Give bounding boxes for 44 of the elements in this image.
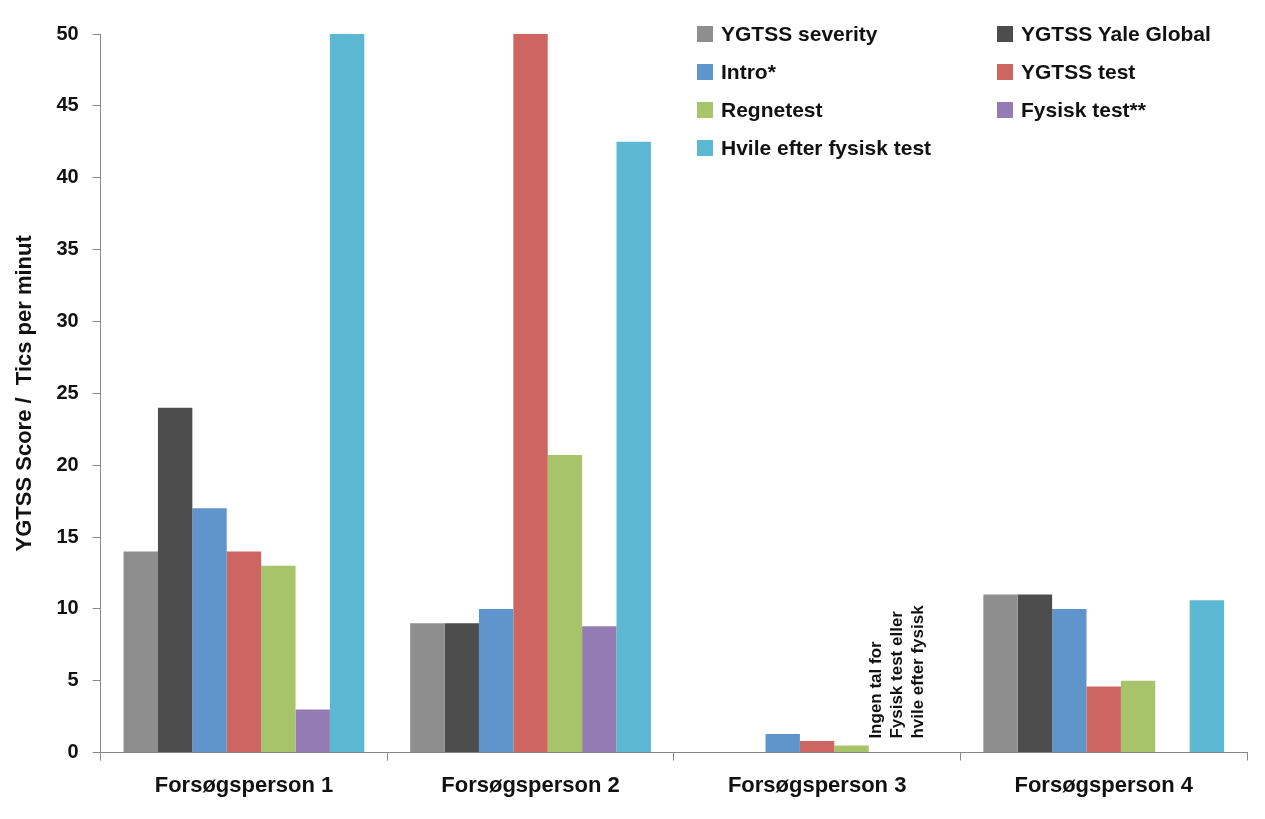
bar bbox=[226, 551, 262, 753]
bar bbox=[329, 34, 365, 753]
legend-label: YGTSS test bbox=[1021, 60, 1136, 84]
y-tick-label: 0 bbox=[67, 740, 79, 763]
bar bbox=[1052, 608, 1087, 753]
y-tick-label: 35 bbox=[56, 237, 79, 260]
y-tick-label: 25 bbox=[56, 380, 79, 403]
bar bbox=[1120, 680, 1156, 753]
bar bbox=[582, 626, 617, 753]
y-tick-label: 5 bbox=[67, 668, 79, 691]
bar bbox=[192, 508, 227, 753]
y-tick-label: 40 bbox=[56, 165, 79, 188]
bar bbox=[765, 733, 800, 753]
y-axis-title: YGTSS Score / Tics per minut bbox=[11, 234, 37, 552]
bar bbox=[444, 623, 479, 753]
y-tick-label: 30 bbox=[56, 308, 79, 331]
bar bbox=[1017, 594, 1053, 753]
y-tick-label: 15 bbox=[56, 524, 79, 547]
bar bbox=[616, 141, 651, 753]
annotation: Ingen tal for Fysisk test eller hvile efter fysisk bbox=[866, 604, 928, 739]
bar bbox=[1189, 600, 1225, 753]
legend-label: Intro* bbox=[721, 60, 776, 84]
x-tick-label: Forsøgsperson 1 bbox=[154, 771, 334, 797]
bar bbox=[478, 608, 514, 753]
legend-label: YGTSS severity bbox=[721, 22, 878, 46]
y-tick-label: 45 bbox=[56, 93, 79, 116]
x-tick-label: Forsøgsperson 2 bbox=[441, 771, 620, 797]
legend-label: YGTSS Yale Global bbox=[1021, 22, 1211, 46]
bar bbox=[295, 709, 330, 753]
bar bbox=[547, 455, 583, 753]
bar bbox=[834, 745, 869, 753]
legend-label: Hvile efter fysisk test bbox=[721, 136, 932, 160]
bar bbox=[1086, 686, 1121, 753]
bar bbox=[157, 407, 193, 753]
y-tick-label: 20 bbox=[56, 452, 79, 475]
x-tick-label: Forsøgsperson 3 bbox=[727, 771, 907, 797]
bar bbox=[261, 565, 296, 753]
y-tick-label: 50 bbox=[56, 21, 79, 44]
bar bbox=[799, 741, 835, 753]
x-tick-label: Forsøgsperson 4 bbox=[1014, 771, 1194, 797]
legend-label: Fysisk test** bbox=[1021, 98, 1146, 122]
y-tick-label: 10 bbox=[56, 596, 79, 619]
bar bbox=[513, 34, 548, 753]
legend-label: Regnetest bbox=[721, 98, 823, 122]
